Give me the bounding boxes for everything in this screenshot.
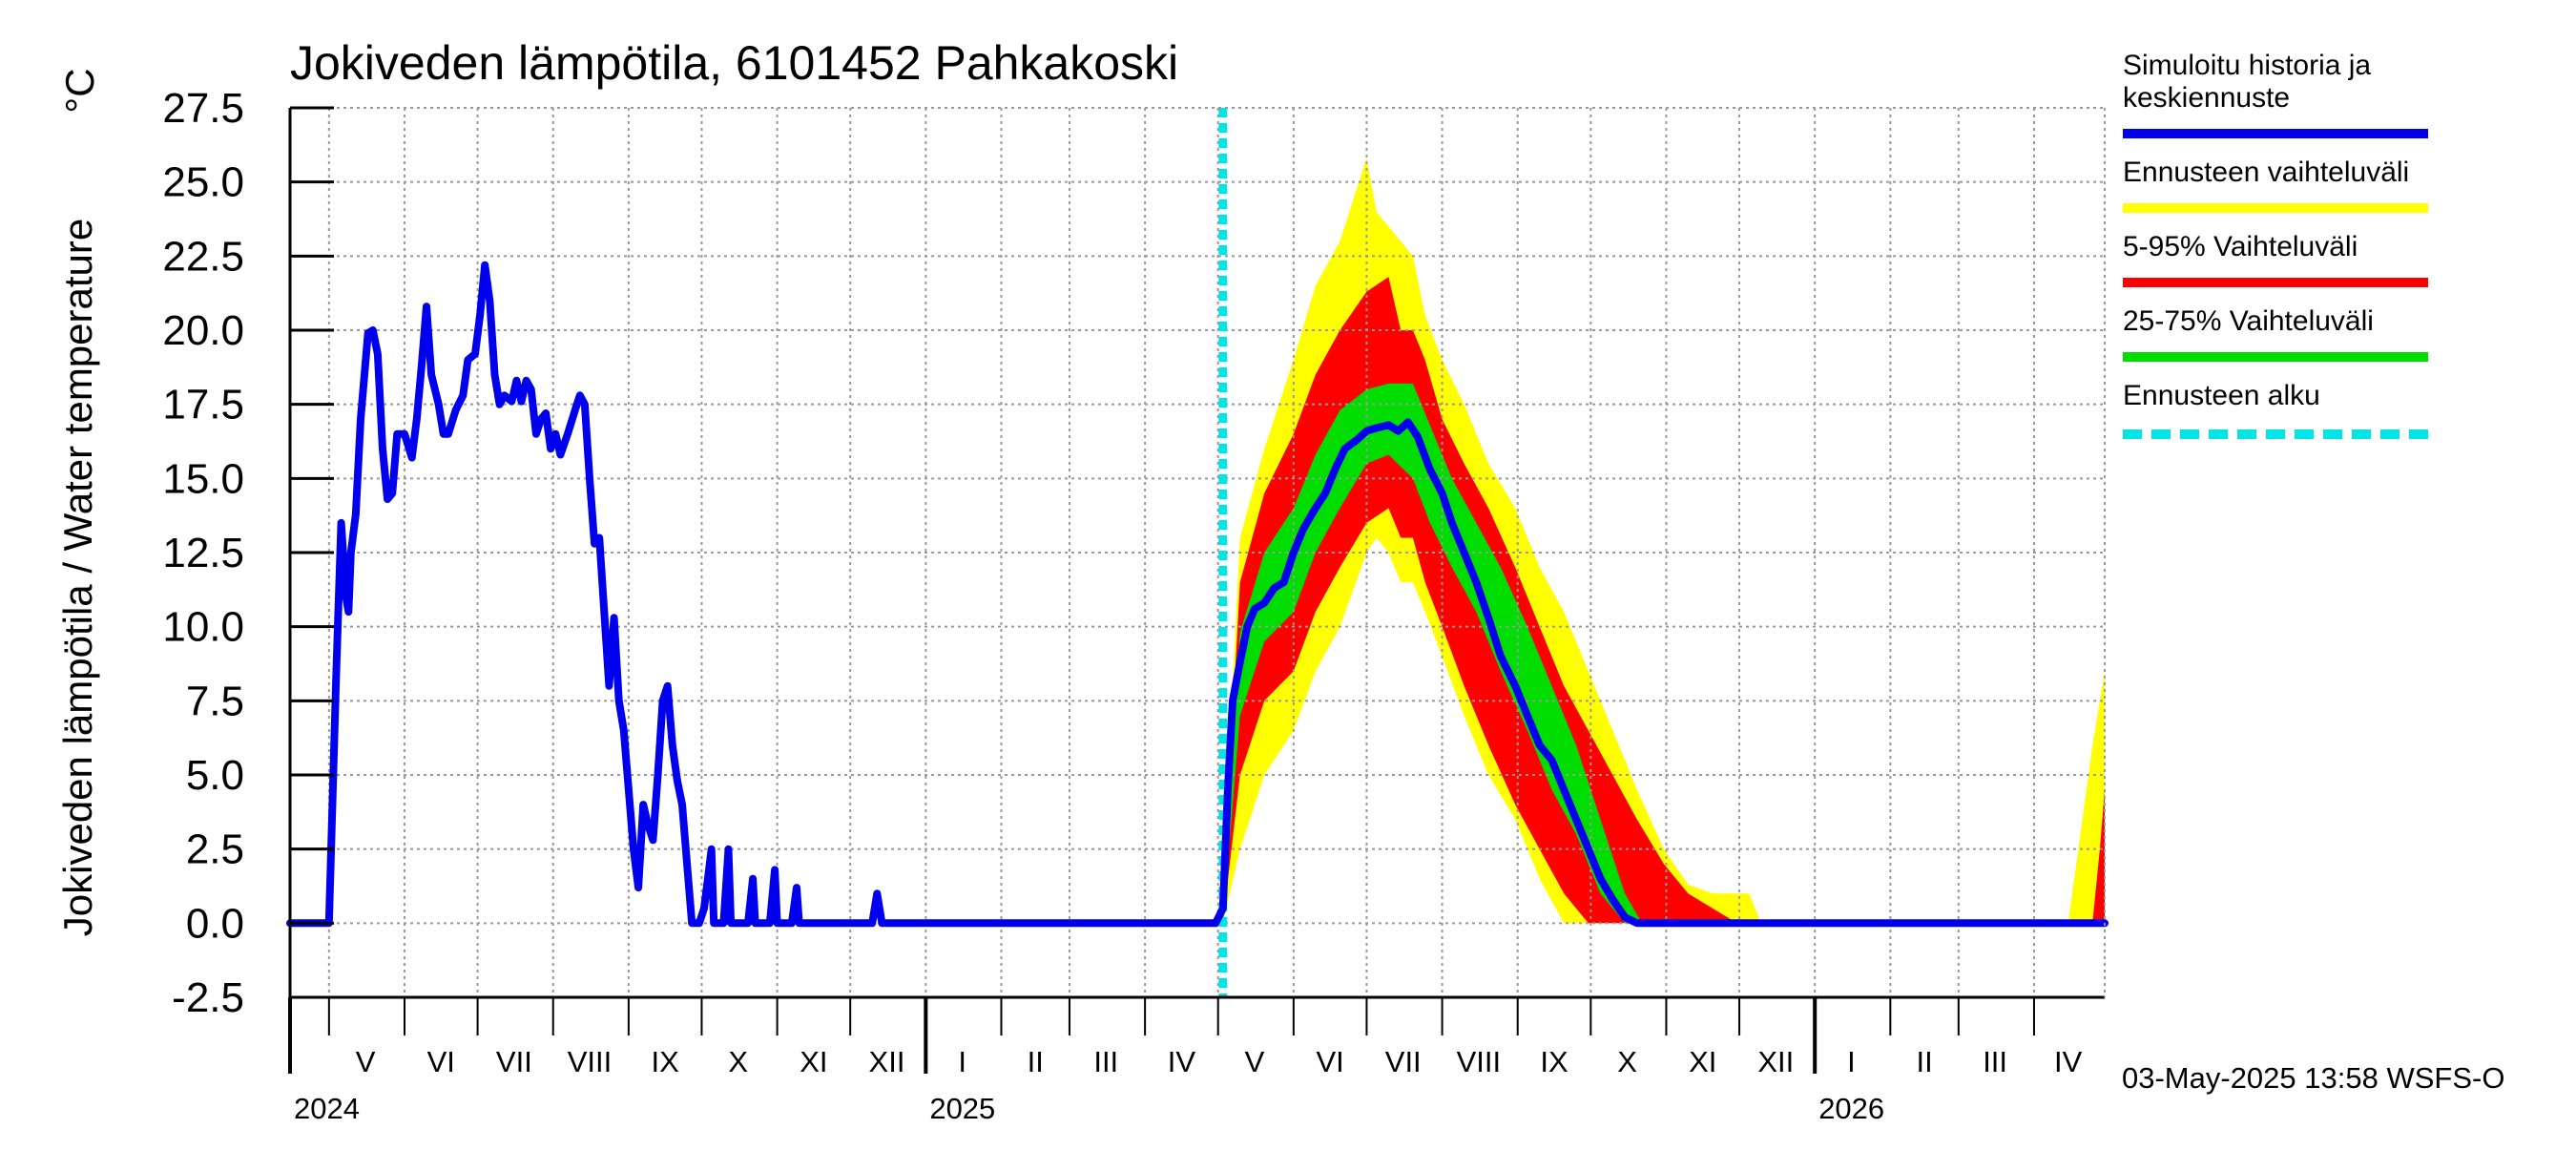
grid-lines [290,107,2105,998]
y-axis-label: Jokiveden lämpötila / Water temperature [55,219,100,936]
x-month-label: VII [496,1045,532,1078]
x-month-label: II [1916,1045,1932,1078]
x-month-label: IX [652,1045,680,1078]
series-layer [286,261,2109,928]
x-month-label: VI [427,1045,455,1078]
x-month-label: I [958,1045,966,1078]
legend-swatch-25-75 [2123,352,2428,362]
y-axis-unit: °C [57,68,102,113]
y-tick-label: 12.5 [162,530,244,576]
x-month-label: II [1028,1045,1044,1078]
x-month-label: XII [1757,1045,1794,1078]
legend-label-25-75: 25-75% Vaihteluväli [2123,305,2374,337]
x-month-label: X [1617,1045,1637,1078]
x-month-label: IV [1168,1045,1196,1078]
y-tick-label: 7.5 [186,678,244,724]
y-tick-label: 27.5 [162,85,244,132]
x-month-label: VIII [568,1045,613,1078]
legend-swatch-history [2123,129,2428,138]
late-band-0 [2067,671,2105,924]
y-tick-label: 2.5 [186,826,244,873]
late-band-1 [2092,789,2105,924]
x-month-label: V [356,1045,376,1078]
timestamp-footer: 03-May-2025 13:58 WSFS-O [2122,1061,2505,1095]
x-year-label: 2025 [929,1092,995,1125]
x-month-label: III [1093,1045,1118,1078]
y-tick-label: 20.0 [162,307,244,354]
y-tick-label: 17.5 [162,382,244,429]
legend-item-forecast-range: Ennusteen vaihteluväli [2123,157,2438,213]
x-month-label: XII [869,1045,905,1078]
x-month-label: VII [1385,1045,1422,1078]
x-axis: V VI VII VIII IX X XI XII I II III IV V VI VII VIII IX X X… [288,997,2083,1125]
y-tick-label: 22.5 [162,233,244,280]
band-25-75 [1222,383,1642,924]
legend-label-5-95: 5-95% Vaihteluväli [2123,231,2358,262]
y-tick-label: 15.0 [162,455,244,502]
legend-swatch-forecast-start [2123,429,2428,439]
series-line-history [286,261,2109,928]
x-year-label: 2024 [294,1092,360,1125]
chart-title: Jokiveden lämpötila, 6101452 Pahkakoski [290,36,1178,90]
x-month-label: III [1983,1045,2007,1078]
x-month-label: XI [1689,1045,1716,1078]
x-month-label: XI [800,1045,827,1078]
legend-swatch-forecast-range [2123,203,2428,213]
plot-frame [288,107,2106,1074]
legend-swatch-5-95 [2123,278,2428,287]
x-month-label: VIII [1457,1045,1502,1078]
y-tick-label: 0.0 [186,900,244,947]
x-month-label: IX [1540,1045,1568,1078]
y-tick-label: 5.0 [186,752,244,799]
y-axis-ticks: 27.5 25.0 22.5 20.0 17.5 15.0 12.5 10.0 7.5 5.0 2.… [162,85,334,1021]
y-tick-label: -2.5 [172,974,244,1021]
legend-item-25-75: 25-75% Vaihteluväli [2123,305,2438,362]
legend-label-forecast-range: Ennusteen vaihteluväli [2123,157,2410,188]
x-year-label: 2026 [1818,1092,1884,1125]
y-tick-label: 10.0 [162,604,244,651]
x-month-label: VI [1316,1045,1343,1078]
legend-label-history: Simuloitu historia ja keskiennuste [2123,50,2372,114]
legend-label-forecast-start: Ennusteen alku [2123,380,2320,411]
legend-item-5-95: 5-95% Vaihteluväli [2123,231,2438,287]
x-month-label: IV [2054,1045,2083,1078]
forecast-bands [1222,157,2105,924]
x-month-label: X [728,1045,748,1078]
y-tick-label: 25.0 [162,159,244,206]
x-month-label: I [1847,1045,1856,1078]
legend-item-forecast-start: Ennusteen alku [2123,380,2438,439]
legend-item-history: Simuloitu historia ja keskiennuste [2123,50,2438,138]
x-month-label: V [1245,1045,1265,1078]
